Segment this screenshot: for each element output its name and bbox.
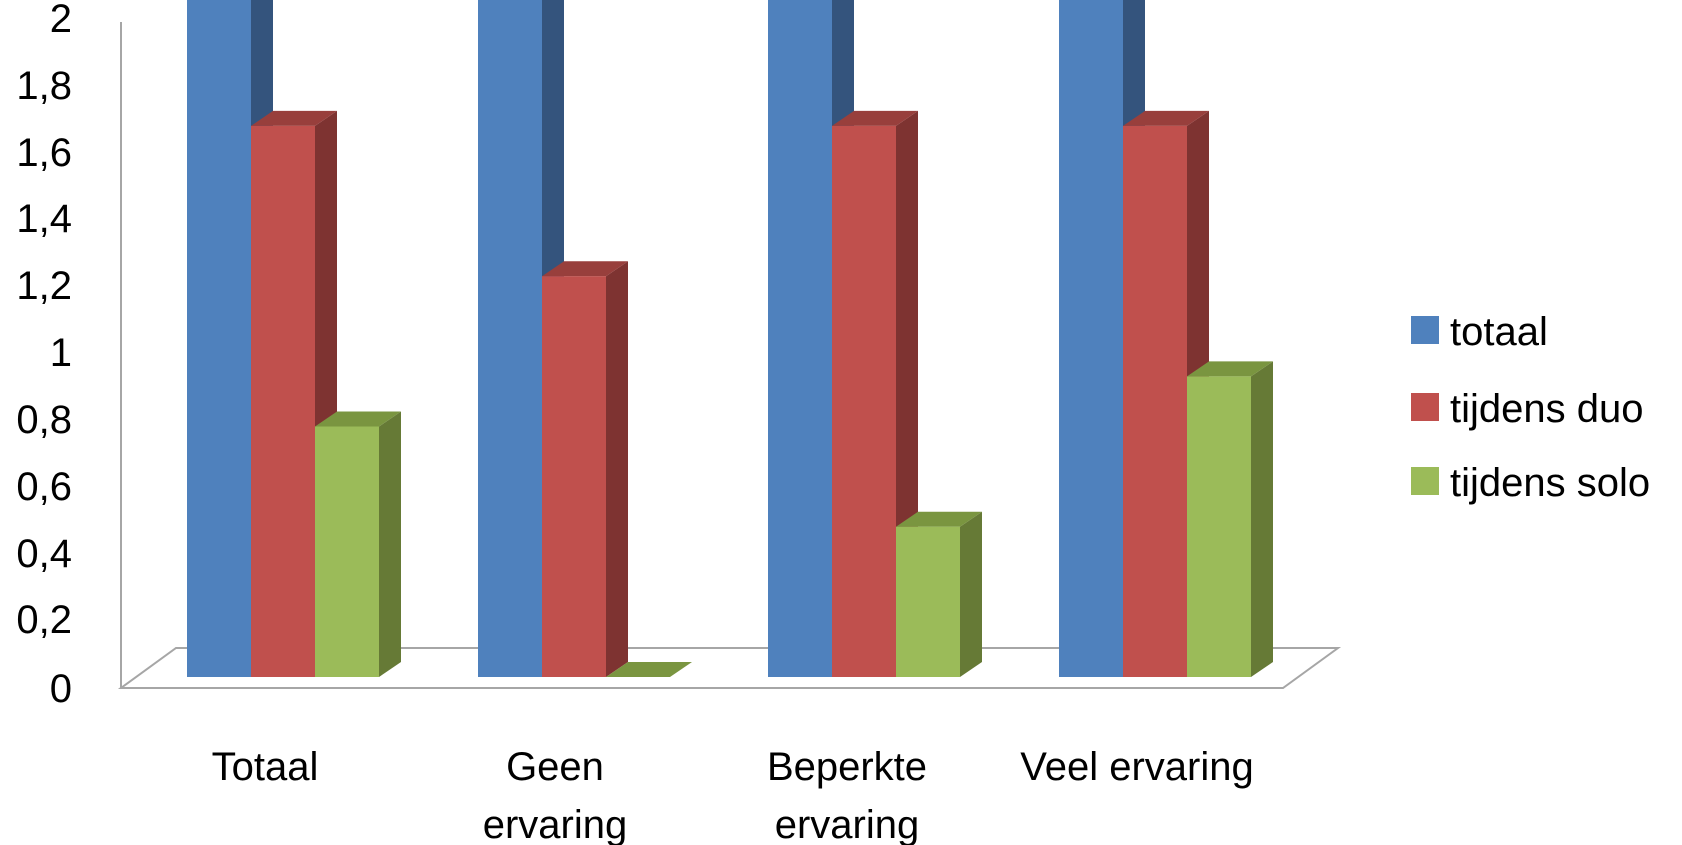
legend-item: tijdens solo [1411,461,1650,505]
y-tick-label: 2 [50,0,72,41]
bar [542,261,628,677]
bar-front [187,0,251,677]
bar-front [1123,125,1187,677]
bar-front [768,0,832,678]
chart-floor [117,647,1342,689]
y-tick-label: 1,2 [16,264,72,308]
legend-swatch [1411,316,1439,344]
bar [896,511,982,677]
bar-side [606,261,628,677]
bar-front [542,276,606,677]
bar-front [478,0,542,677]
y-tick-label: 0,2 [16,598,72,642]
x-category-label: Beperkte ervaring [767,745,927,845]
legend-swatch [1411,467,1439,495]
bar-side [379,411,401,677]
bar-top [1123,110,1209,126]
x-category-label: Veel ervaring [1020,745,1253,789]
bar-front [251,125,315,677]
bar-front [315,426,379,677]
bar [251,110,337,677]
legend-item: tijdens duo [1411,387,1643,431]
y-tick-label: 0,6 [16,465,72,509]
bar-top [896,511,982,527]
bar [606,662,692,677]
y-axis: 0 0,2 0,4 0,6 0,8 1 1,2 1,4 1,6 1,8 2 [16,0,122,711]
bar-top [542,261,628,277]
bar [1187,361,1273,677]
bar [315,411,401,677]
bar-front [896,526,960,677]
bar-top [606,662,692,677]
legend-label: totaal [1450,310,1548,354]
y-tick-label: 1,6 [16,131,72,175]
y-tick-label: 1 [50,331,72,375]
y-tick-label: 0,8 [16,398,72,442]
x-category-label: Geen ervaring [483,745,628,845]
bar-side [1251,361,1273,677]
bar-top [315,411,401,427]
bars-group [187,0,1273,678]
bar-top [1187,361,1273,377]
y-tick-label: 0,4 [16,532,72,576]
legend-item: totaal [1411,310,1548,354]
legend-label: tijdens duo [1450,387,1643,431]
bar-front [1059,0,1123,677]
floor-plane [117,647,1342,689]
legend-label: tijdens solo [1450,461,1650,505]
bar-top [832,110,918,126]
bar-front [1187,376,1251,677]
bar-side [960,511,982,677]
legend-swatch [1411,393,1439,421]
y-tick-label: 0 [50,667,72,711]
legend: totaal tijdens duo tijdens solo [1411,310,1650,505]
y-tick-label: 1,4 [16,197,72,241]
bar-front [832,125,896,677]
x-axis-labels: Totaal Geen ervaring Beperkte ervaring Veel e… [212,745,1254,845]
y-tick-label: 1,8 [16,64,72,108]
bar-top [251,110,337,126]
x-category-label: Totaal [212,745,319,789]
